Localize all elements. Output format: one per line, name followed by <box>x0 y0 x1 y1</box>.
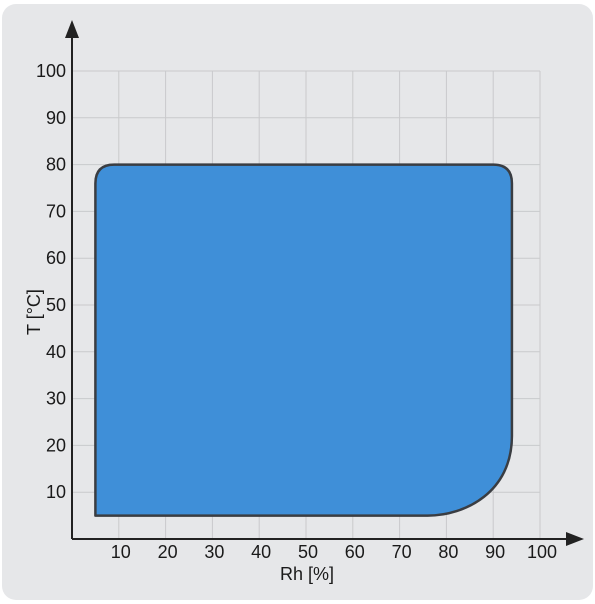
y-tick-20: 20 <box>46 435 66 455</box>
y-tick-90: 90 <box>46 108 66 128</box>
x-tick-50: 50 <box>298 542 318 562</box>
y-tick-80: 80 <box>46 155 66 175</box>
y-tick-labels: 10 20 30 40 50 60 70 80 90 100 <box>36 61 66 502</box>
y-axis-arrow <box>65 20 79 38</box>
y-tick-30: 30 <box>46 389 66 409</box>
y-tick-100: 100 <box>36 61 66 81</box>
x-tick-60: 60 <box>345 542 365 562</box>
x-axis-arrow <box>566 532 584 546</box>
y-tick-10: 10 <box>46 482 66 502</box>
operating-region <box>94 163 514 517</box>
x-tick-30: 30 <box>204 542 224 562</box>
x-tick-labels: 10 20 30 40 50 60 70 80 90 100 <box>111 542 557 562</box>
operating-region-layer <box>94 163 514 517</box>
axes <box>65 20 584 546</box>
x-tick-40: 40 <box>251 542 271 562</box>
x-tick-20: 20 <box>158 542 178 562</box>
y-tick-60: 60 <box>46 248 66 268</box>
x-tick-10: 10 <box>111 542 131 562</box>
y-tick-50: 50 <box>46 295 66 315</box>
y-tick-40: 40 <box>46 342 66 362</box>
y-axis-title: T [°C] <box>24 289 44 335</box>
x-axis-title: Rh [%] <box>280 564 334 584</box>
x-tick-70: 70 <box>392 542 412 562</box>
x-tick-80: 80 <box>438 542 458 562</box>
x-tick-90: 90 <box>485 542 505 562</box>
x-tick-100: 100 <box>527 542 557 562</box>
y-tick-70: 70 <box>46 201 66 221</box>
